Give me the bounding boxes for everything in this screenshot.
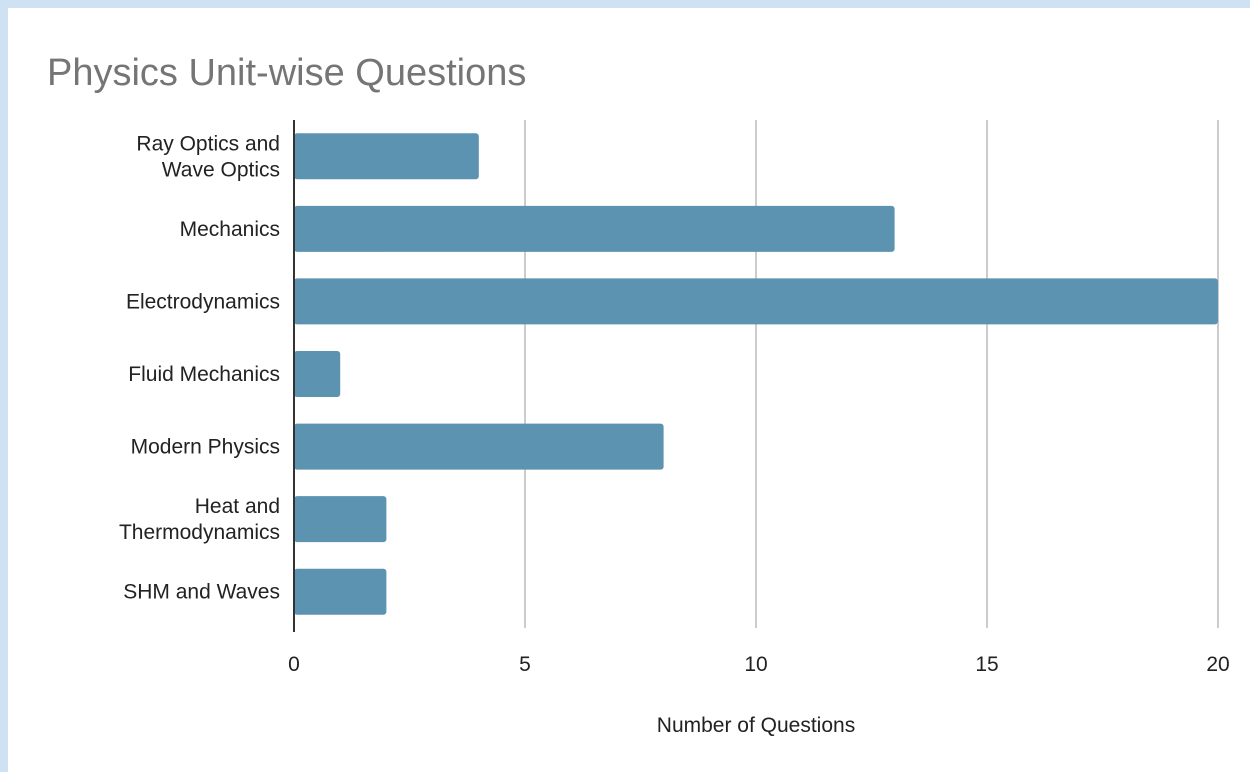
bar [294, 568, 387, 615]
category-label: Modern Physics [131, 436, 280, 459]
category-label: Electrodynamics [126, 290, 280, 313]
bar [294, 278, 1218, 325]
category-label: Wave Optics [162, 158, 280, 181]
bar [294, 496, 387, 543]
category-label: Fluid Mechanics [128, 363, 280, 386]
category-label: Ray Optics and [136, 132, 280, 155]
gridlines [524, 120, 1219, 628]
category-label: Heat and [195, 495, 280, 518]
category-labels: Ray Optics and Wave Optics Mechanics Electr… [119, 132, 280, 603]
x-tick-label: 10 [744, 653, 767, 676]
x-axis-title: Number of Questions [657, 714, 855, 737]
x-tick-labels: 0 5 10 15 20 [288, 653, 1230, 676]
bar [294, 205, 895, 252]
category-label: Thermodynamics [119, 521, 280, 544]
bar [294, 133, 479, 180]
x-tick-label: 0 [288, 653, 300, 676]
x-tick-label: 15 [975, 653, 998, 676]
chart-panel: Physics Unit-wise Questions Ray Optics a… [8, 8, 1250, 772]
x-tick-label: 5 [519, 653, 531, 676]
bar [294, 423, 664, 470]
bar [294, 351, 341, 397]
x-tick-label: 20 [1206, 653, 1229, 676]
bar-chart: Physics Unit-wise Questions Ray Optics a… [47, 52, 1230, 737]
bars [294, 133, 1218, 615]
category-label: SHM and Waves [123, 581, 280, 604]
chart-title: Physics Unit-wise Questions [47, 52, 526, 94]
category-label: Mechanics [180, 218, 280, 241]
